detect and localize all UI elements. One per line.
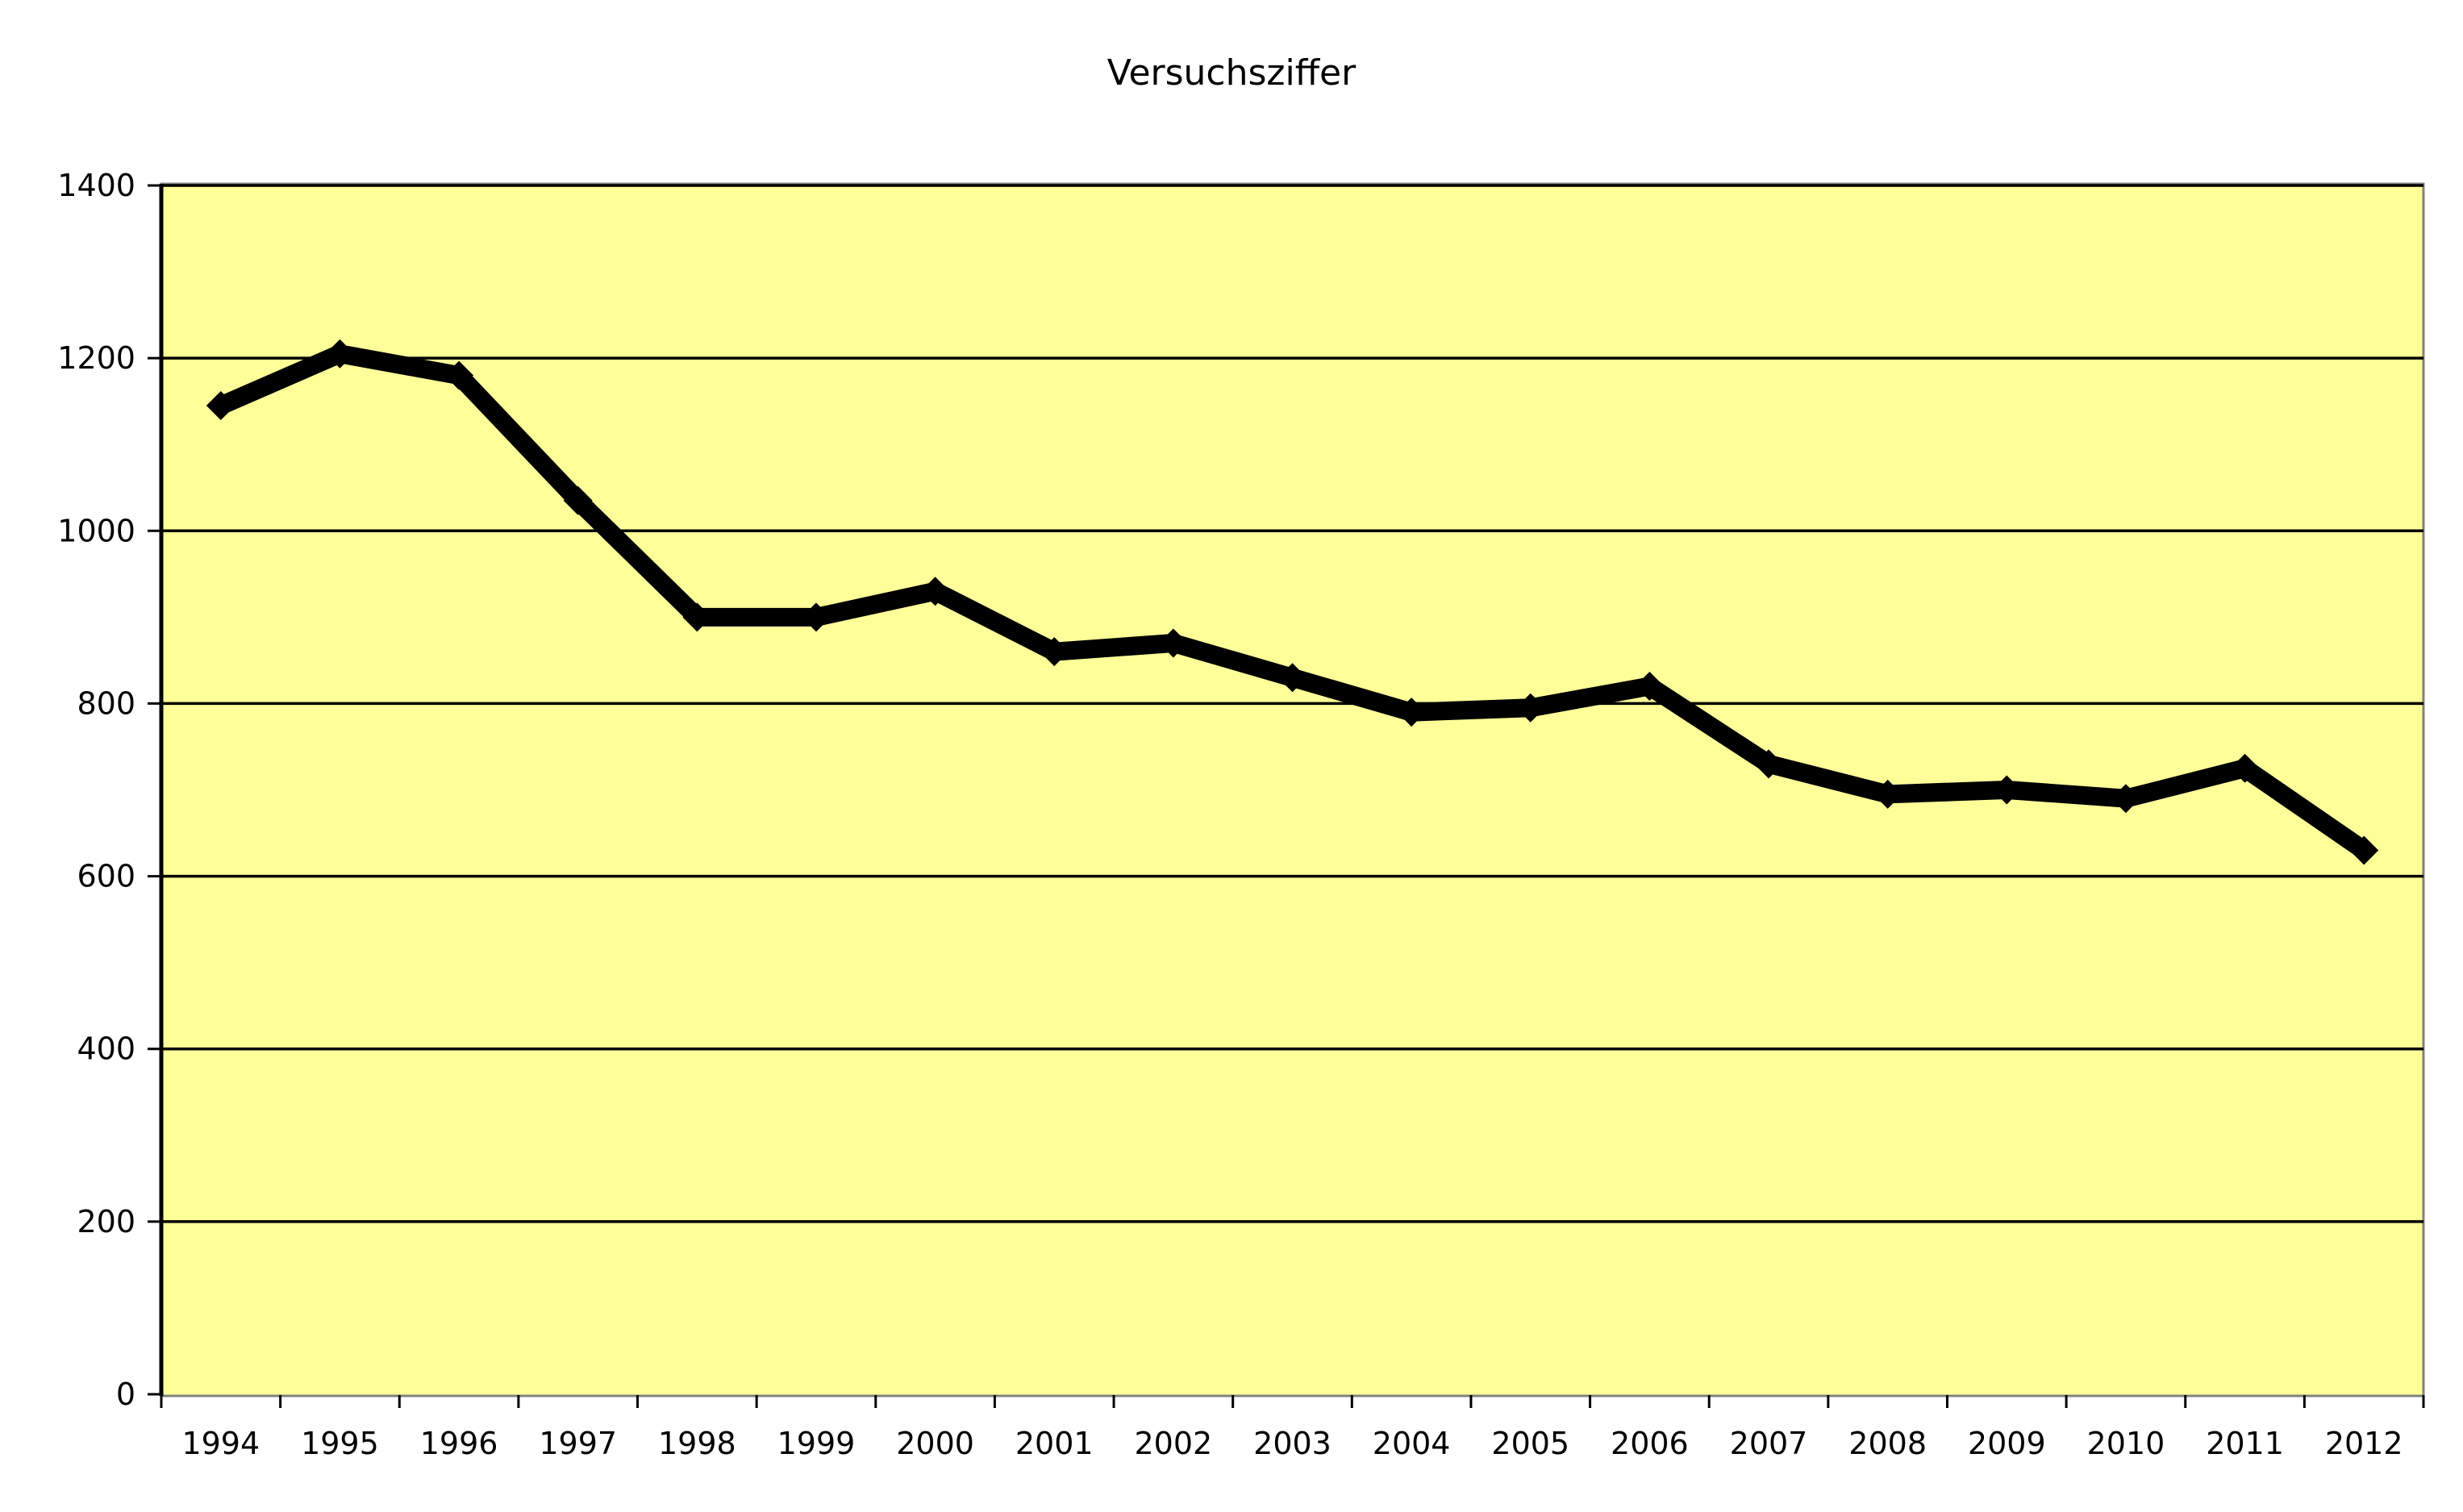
x-tick-label: 2011: [2206, 1426, 2284, 1461]
data-point-marker: [1515, 693, 1545, 723]
data-point-marker: [444, 360, 474, 390]
x-tick-label: 2012: [2325, 1426, 2403, 1461]
data-point-marker: [563, 485, 593, 515]
y-tick-label: 200: [77, 1204, 135, 1239]
data-point-marker: [1873, 779, 1902, 809]
x-tick-label: 2010: [2087, 1426, 2165, 1461]
y-tick-label: 400: [77, 1031, 135, 1067]
x-tick-label: 2006: [1611, 1426, 1689, 1461]
x-tick-label: 2002: [1135, 1426, 1213, 1461]
y-tick-label: 1400: [57, 168, 135, 203]
x-tick-label: 2008: [1848, 1426, 1927, 1461]
x-tick-label: 2000: [896, 1426, 974, 1461]
x-tick-label: 2001: [1015, 1426, 1094, 1461]
data-point-marker: [1992, 775, 2022, 805]
chart-title: Versuchsziffer: [1107, 52, 1357, 94]
x-tick-label: 1997: [539, 1426, 617, 1461]
data-point-marker: [206, 391, 235, 421]
x-tick-label: 1998: [658, 1426, 736, 1461]
series-group: [206, 339, 2379, 865]
data-point-marker: [2230, 753, 2260, 783]
data-point-marker: [1397, 698, 1427, 727]
x-tick-label: 2003: [1253, 1426, 1332, 1461]
x-tick-label: 1996: [420, 1426, 498, 1461]
x-tick-label: 1994: [181, 1426, 260, 1461]
x-tick-label: 2005: [1491, 1426, 1569, 1461]
data-point-marker: [1277, 663, 1307, 693]
data-point-marker: [2349, 835, 2379, 865]
y-axis-ticks: [148, 184, 161, 1396]
y-tick-label: 800: [77, 685, 135, 721]
gridlines: [161, 184, 2423, 1223]
y-tick-label: 0: [116, 1377, 135, 1412]
x-tick-label: 1995: [301, 1426, 379, 1461]
data-point-marker: [920, 577, 950, 606]
y-tick-label: 600: [77, 859, 135, 894]
x-tick-label: 1999: [777, 1426, 856, 1461]
y-axis-labels: 0 200 400 600 800 1000 1200 1400: [57, 168, 135, 1412]
data-point-marker: [325, 339, 355, 369]
y-tick-label: 1000: [57, 513, 135, 548]
data-point-marker: [801, 602, 831, 632]
data-point-marker: [1158, 628, 1188, 658]
data-point-marker: [1635, 672, 1665, 702]
data-point-marker: [2111, 784, 2140, 814]
data-point-marker: [682, 602, 712, 632]
x-axis-labels: 1994 1995 1996 1997 1998 1999 2000 2001 2002 2003…: [181, 1426, 2403, 1461]
x-tick-label: 2004: [1373, 1426, 1451, 1461]
x-tick-label: 2009: [1968, 1426, 2046, 1461]
y-tick-label: 1200: [57, 340, 135, 376]
data-point-marker: [1754, 749, 1784, 779]
data-point-marker: [1040, 637, 1069, 667]
x-tick-label: 2007: [1730, 1426, 1808, 1461]
x-axis-ticks: [160, 1395, 2425, 1408]
